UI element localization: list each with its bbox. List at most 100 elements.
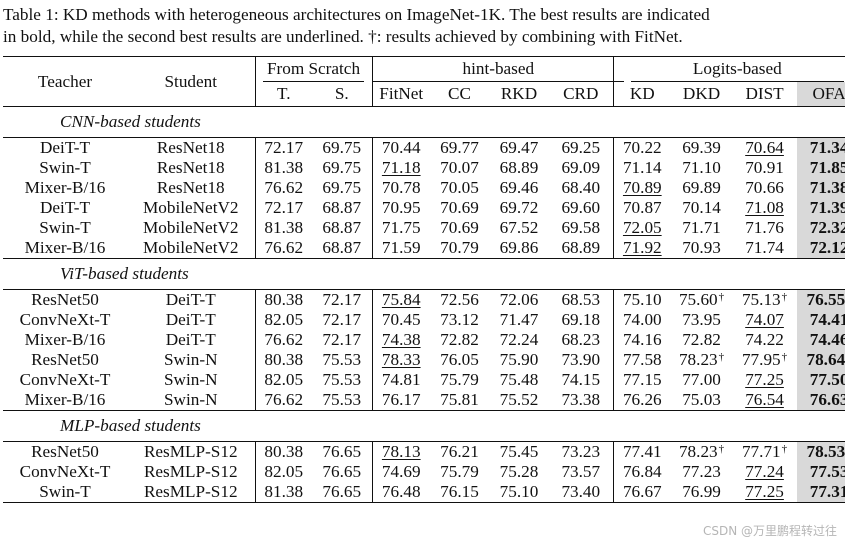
value-text: 76.48	[381, 482, 421, 501]
value-cell: 71.71	[671, 218, 732, 238]
value-cell: 70.05	[430, 178, 489, 198]
value-text: 68.87	[322, 238, 362, 257]
value-cell: 76.62	[254, 178, 312, 198]
value-text: 71.92	[622, 238, 662, 257]
value-text: 73.12	[440, 310, 479, 329]
value-cell: 75.79	[430, 370, 489, 390]
value-text: 69.86	[499, 238, 539, 257]
value-cell: 80.38	[254, 289, 312, 310]
value-text: 74.38	[381, 330, 421, 349]
value-text: 76.99	[682, 482, 721, 501]
teacher-cell: Mixer-B/16	[24, 390, 106, 409]
student-cell: DeiT-T	[165, 330, 216, 349]
header-student: Student	[127, 56, 255, 107]
value-cell: 76.62	[254, 238, 312, 259]
value-cell: 76.65	[312, 462, 372, 482]
value-text: 78.13	[381, 442, 421, 461]
value-text: 76.21	[440, 442, 479, 461]
value-text: 78.33	[381, 350, 421, 369]
value-cell: 72.82	[430, 330, 489, 350]
value-cell: 76.17	[371, 390, 430, 411]
value-cell: 70.44	[371, 137, 430, 158]
value-cell: 76.67	[612, 482, 672, 503]
value-cell: 74.15	[549, 370, 613, 390]
table-row: ConvNeXt-T DeiT-T 82.05 72.17 70.45 73.12 71.4…	[3, 310, 845, 330]
value-cell: 70.87	[612, 198, 672, 218]
value-cell: 75.60†	[671, 289, 733, 310]
value-cell: 77.25	[732, 482, 798, 503]
value-cell: 74.07	[732, 310, 797, 330]
value-cell: 72.12	[797, 238, 845, 259]
value-cell: 74.38	[371, 330, 430, 350]
student-cell: ResNet18	[156, 158, 225, 177]
value-text: 78.23	[678, 442, 718, 461]
value-cell: 73.38	[549, 390, 613, 411]
value-text: 76.62	[264, 178, 304, 197]
value-cell: 69.75	[312, 178, 372, 198]
value-text: 77.71	[741, 442, 781, 461]
value-cell: 69.60	[549, 198, 613, 218]
teacher-cell: Swin-T	[3, 482, 127, 503]
value-text: 70.05	[440, 178, 479, 197]
teacher-cell: ConvNeXt-T	[19, 310, 111, 329]
value-text: 76.62	[264, 390, 304, 409]
value-text: 76.17	[381, 390, 421, 409]
table-row: Mixer-B/16 MobileNetV2 76.62 68.87 71.59 70.7…	[3, 238, 845, 259]
value-cell: 76.48	[371, 482, 430, 503]
value-text: 75.79	[440, 370, 479, 389]
value-cell: 76.65	[312, 482, 372, 503]
value-text: 77.41	[622, 442, 662, 461]
student-cell: ResNet18	[156, 178, 225, 197]
value-text: 71.18	[381, 158, 421, 177]
value-text: 70.14	[682, 198, 721, 217]
value-text: 76.65	[322, 462, 362, 481]
value-cell: 82.05	[254, 370, 312, 390]
value-text: 69.47	[499, 138, 539, 157]
value-text: 75.48	[499, 370, 539, 389]
value-text: 71.10	[682, 158, 721, 177]
dagger-mark: †	[781, 351, 788, 363]
student-cell: DeiT-T	[165, 310, 216, 329]
value-cell: 75.53	[312, 370, 372, 390]
student-cell: MobileNetV2	[143, 218, 239, 237]
value-cell: 81.38	[254, 218, 312, 238]
value-cell: 69.75	[312, 158, 372, 178]
value-text: 77.00	[682, 370, 721, 389]
value-text: 71.39	[809, 198, 845, 217]
value-cell: 76.65	[312, 441, 372, 462]
value-text: 69.72	[499, 198, 539, 217]
student-cell: ResNet18	[127, 137, 255, 158]
value-text: 75.53	[322, 350, 362, 369]
value-text: 69.39	[682, 138, 721, 157]
value-cell: 78.13	[371, 441, 430, 462]
value-cell: 71.18	[371, 158, 430, 178]
student-cell: Swin-N	[164, 370, 218, 389]
value-text: 68.40	[561, 178, 601, 197]
value-text: 70.07	[440, 158, 479, 177]
value-cell: 82.05	[254, 310, 312, 330]
value-cell: 72.17	[312, 310, 372, 330]
value-text: 76.62	[264, 330, 304, 349]
header-logits-based: Logits-based	[612, 56, 845, 82]
value-text: 74.81	[381, 370, 421, 389]
caption-line-1: Table 1: KD methods with heterogeneous a…	[3, 5, 710, 24]
value-cell: 68.53	[549, 289, 614, 310]
value-text: 70.66	[745, 178, 784, 197]
student-cell: ResMLP-S12	[143, 462, 238, 481]
value-text: 72.24	[499, 330, 539, 349]
value-cell: 71.34	[797, 137, 845, 158]
teacher-cell: ResNet50	[3, 441, 127, 462]
dagger-mark: †	[718, 351, 725, 363]
value-cell: 77.41	[612, 441, 672, 462]
value-text: 72.17	[264, 138, 304, 157]
value-cell: 69.18	[549, 310, 613, 330]
header-row-2: T. S. FitNet CC RKD CRD KD DKD DIST OFA	[3, 82, 845, 107]
value-text: 82.05	[264, 370, 304, 389]
value-text: 72.12	[809, 238, 845, 257]
value-text: 70.93	[682, 238, 721, 257]
value-cell: 75.84	[371, 289, 430, 310]
value-text: 76.54	[745, 390, 784, 409]
header-col-fitnet: FitNet	[371, 82, 430, 107]
value-cell: 67.52	[489, 218, 549, 238]
value-text: 73.57	[561, 462, 601, 481]
